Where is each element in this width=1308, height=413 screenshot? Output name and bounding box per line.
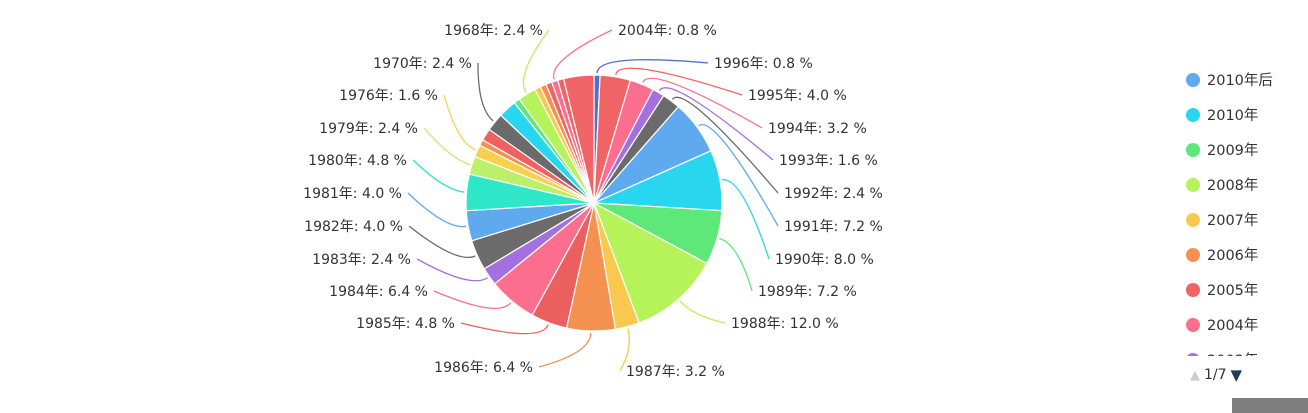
slice-label: 1976年: 1.6 % (339, 88, 438, 104)
label-leader-line (433, 290, 512, 309)
slice-label: 1995年: 4.0 % (748, 88, 847, 104)
label-leader-line (671, 96, 779, 194)
legend-item[interactable]: 2007年 (1186, 202, 1304, 237)
label-leader-line (718, 237, 753, 292)
legend-item[interactable]: 2003年 (1186, 342, 1304, 356)
corner-block (1232, 398, 1308, 413)
chart-legend: 2010年后 2010年 2009年 2008年 2007年 2006年 2005年 2004… (1186, 62, 1304, 356)
legend-dot-icon (1186, 352, 1200, 356)
legend-item[interactable]: 2004年 (1186, 307, 1304, 342)
legend-dot-icon (1186, 177, 1200, 192)
legend-dot-icon (1186, 72, 1200, 87)
legend-item[interactable]: 2009年 (1186, 132, 1304, 167)
legend-pager: ▲ 1/7 ▼ (1190, 367, 1242, 383)
slice-label: 1968年: 2.4 % (444, 23, 543, 39)
slice-label: 1980年: 4.8 % (308, 153, 407, 169)
label-leader-line (615, 67, 743, 96)
pie-slice[interactable] (592, 201, 708, 324)
slice-label: 1985年: 4.8 % (356, 316, 455, 332)
slice-label: 1989年: 7.2 % (758, 284, 857, 300)
slice-label: 1996年: 0.8 % (714, 56, 813, 72)
legend-page-indicator: 1/7 (1204, 367, 1227, 383)
label-leader-line (416, 258, 488, 282)
slice-label: 1970年: 2.4 % (373, 56, 472, 72)
legend-item[interactable]: 2005年 (1186, 272, 1304, 307)
legend-dot-icon (1186, 317, 1200, 332)
pie-chart: 1996年: 0.8 % 1995年: 4.0 % 1994年: 3.2 % 1993… (303, 23, 883, 380)
label-leader-line (642, 77, 763, 129)
label-leader-line (408, 225, 476, 258)
slice-label: 1986年: 6.4 % (434, 360, 533, 376)
legend-label: 2008年 (1207, 178, 1259, 194)
legend-label: 2006年 (1207, 248, 1259, 264)
label-leader-line (698, 124, 779, 227)
legend-label: 2004年 (1207, 318, 1259, 334)
label-leader-line (552, 29, 613, 80)
slice-label: 1991年: 7.2 % (784, 219, 883, 235)
label-leader-line (477, 62, 494, 122)
label-leader-line (460, 322, 549, 335)
slice-label: 2004年: 0.8 % (618, 23, 717, 39)
slice-label: 1981年: 4.0 % (303, 186, 402, 202)
label-leader-line (596, 59, 709, 74)
label-leader-line (407, 192, 467, 228)
legend-dot-icon (1186, 212, 1200, 227)
slice-label: 1992年: 2.4 % (784, 186, 883, 202)
label-leader-line (679, 300, 726, 324)
legend-label: 2005年 (1207, 283, 1259, 299)
legend-item[interactable]: 2008年 (1186, 167, 1304, 202)
page-down-icon[interactable]: ▼ (1230, 365, 1243, 384)
slice-label: 1984年: 6.4 % (329, 284, 428, 300)
page-up-icon[interactable]: ▲ (1190, 367, 1200, 383)
legend-item[interactable]: 2010年后 (1186, 62, 1304, 97)
label-leader-line (721, 179, 770, 260)
slice-label: 1983年: 2.4 % (312, 252, 411, 268)
slice-label: 1993年: 1.6 % (779, 153, 878, 169)
label-leader-line (443, 94, 476, 151)
slice-label: 1979年: 2.4 % (319, 121, 418, 137)
label-leader-line (412, 159, 465, 193)
legend-dot-icon (1186, 142, 1200, 157)
legend-dot-icon (1186, 247, 1200, 262)
label-leader-line (619, 328, 631, 372)
slice-label: 1987年: 3.2 % (626, 364, 725, 380)
slice-label: 1990年: 8.0 % (775, 252, 874, 268)
legend-dot-icon (1186, 107, 1200, 122)
legend-label: 2010年后 (1207, 73, 1273, 89)
pie-slice[interactable] (562, 74, 595, 204)
legend-label: 2007年 (1207, 213, 1259, 229)
legend-dot-icon (1186, 282, 1200, 297)
legend-item[interactable]: 2006年 (1186, 237, 1304, 272)
label-leader-line (423, 127, 470, 166)
pie-chart-svg: 1996年: 0.8 % 1995年: 4.0 % 1994年: 3.2 % 1993… (303, 23, 883, 380)
slice-label: 1982年: 4.0 % (304, 219, 403, 235)
label-leader-line (522, 29, 550, 93)
label-leader-line (658, 87, 774, 161)
legend-label: 2009年 (1207, 143, 1259, 159)
legend-label: 2003年 (1207, 349, 1258, 356)
legend-label: 2010年 (1207, 108, 1259, 124)
slice-label: 1994年: 3.2 % (768, 121, 867, 137)
label-leader-line (538, 332, 592, 368)
slice-label: 1988年: 12.0 % (731, 316, 839, 332)
legend-item[interactable]: 2010年 (1186, 97, 1304, 132)
